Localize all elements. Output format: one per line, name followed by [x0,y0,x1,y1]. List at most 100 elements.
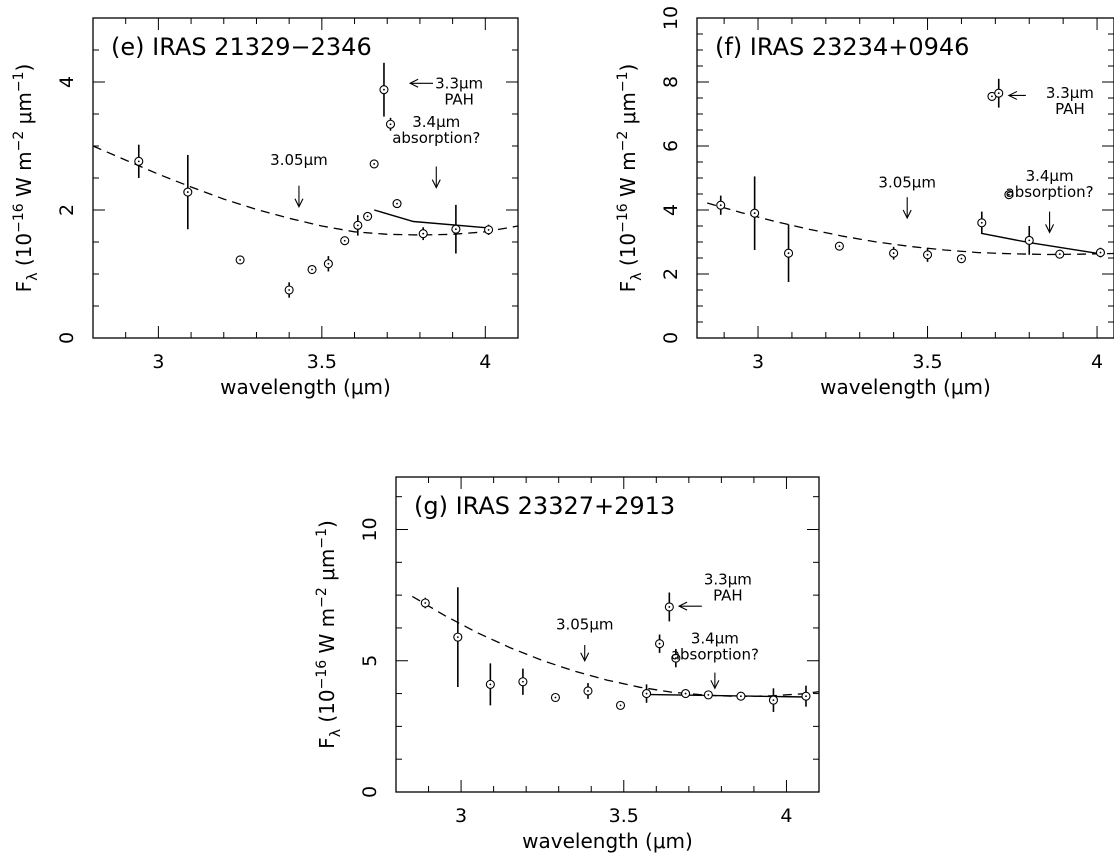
data-point-dot-f [892,252,895,255]
panel-title-f: (f) IRAS 23234+0946 [715,33,969,61]
x-tick-label-e: 4 [479,351,491,373]
panel-e: 3 3.5 4 0 2 4 wavelength (μm) Fλ (10−16 W m−2 μ… [11,17,519,399]
x-axis-label-g: wavelength (μm) [522,829,693,853]
x-tick-label-f: 3 [752,351,764,373]
data-point-dot-f [753,212,756,215]
y-axis-label-part: −2 [615,131,631,152]
y-axis-label-part: F [315,737,339,749]
x-tick-label-e: 3 [152,351,164,373]
y-axis-label-part: W m [12,151,36,203]
annotation-label-e: absorption? [392,129,480,147]
plot-frame-e [92,17,519,339]
data-point-dot-g [619,704,622,707]
y-axis-label-part: λ [25,273,41,281]
y-axis-label-part: −2 [11,131,27,152]
data-point-dot-f [991,95,993,98]
data-point-dot-e [383,88,385,91]
annotation-label-e: PAH [444,90,474,108]
y-tick-label-g: 0 [359,786,381,798]
data-point-dot-e [366,215,369,218]
annotation-label-e: 3.3μm [435,74,483,92]
x-tick-label-g: 4 [780,805,792,827]
data-point-dot-e [343,239,346,242]
data-point-dot-g [554,696,557,699]
annotation-label-g: 3.3μm [704,571,752,589]
data-point-dot-f [980,221,983,224]
data-point-dot-e [186,191,189,193]
data-point-dot-f [719,204,722,207]
y-axis-label-part: λ [328,729,344,737]
data-point-dot-e [239,259,242,261]
data-point-dot-g [772,699,775,702]
data-point-dot-g [805,695,807,698]
y-axis-label-part: −1 [615,72,631,93]
annotation-arrowhead-f [1045,224,1055,234]
data-point-dot-g [684,692,687,695]
data-point-dot-g [587,690,589,692]
y-axis-label-part: F [12,281,36,293]
y-tick-label-f: 0 [660,332,682,344]
data-point-dot-f [926,253,929,256]
data-point-dot-g [674,657,677,660]
y-axis-label-part: −1 [314,528,330,549]
data-point-dot-g [456,636,459,639]
x-tick-label-e: 3.5 [307,351,337,373]
x-axis-label-f: wavelength (μm) [820,375,991,399]
data-point-dot-e [389,123,392,126]
data-point-dot-g [489,683,492,686]
annotation-label-f: PAH [1055,100,1085,118]
data-point-dot-f [1008,193,1010,196]
y-axis-label-part: −1 [11,72,27,93]
y-axis-label-part: −16 [11,203,27,233]
data-point-dot-f [997,92,1000,95]
data-point-dot-e [288,289,291,291]
y-axis-label-part: λ [629,273,645,281]
data-point-dot-f [787,252,790,255]
y-tick-label-f: 4 [660,204,682,216]
solid-fit-line-e [374,209,489,229]
annotation-arrowhead-e [294,198,304,209]
y-axis-label-part: μm [12,92,36,131]
annotation-label-g: 3.4μm [691,630,739,648]
panel-f: 3 3.5 4 0 2 4 6 8 10 wavelength (μm) Fλ (10−16 W m… [615,6,1114,399]
annotation-label-g: 3.05μm [556,615,614,633]
y-tick-label-g: 10 [359,517,381,541]
data-point-dot-f [1028,239,1031,242]
annotation-arrowhead-g [677,601,688,611]
solid-fit-line-f [981,232,1101,255]
solid-fit-line-g [643,693,807,698]
annotation-label-e: 3.05μm [270,151,328,169]
y-axis-label-part: ) [12,64,36,72]
x-tick-label-g: 3.5 [609,805,639,827]
y-axis-label-part: W m [315,608,339,660]
y-tick-label-e: 2 [56,204,78,216]
x-tick-label-f: 3.5 [912,351,942,373]
annotation-arrowhead-g [580,652,590,662]
y-tick-label-f: 8 [660,76,682,88]
data-point-dot-f [960,257,963,260]
data-point-dot-e [487,228,490,231]
y-axis-label-part: F [616,281,640,293]
panel-title-e: (e) IRAS 21329−2346 [111,33,372,61]
data-point-dot-f [1099,251,1102,254]
data-point-dot-e [396,202,398,205]
y-axis-label-part: (10 [315,689,339,729]
y-axis-label-part: −16 [314,660,330,690]
annotation-arrowhead-f [1007,90,1018,100]
y-tick-label-e: 4 [56,76,78,88]
annotation-arrowhead-f [902,209,912,220]
data-point-dot-f [1058,253,1061,256]
data-point-dot-g [424,602,427,604]
annotation-label-g: PAH [713,587,743,605]
annotation-label-f: absorption? [1006,183,1094,201]
annotation-arrowhead-g [710,680,720,690]
plot-frame-g [395,476,820,793]
y-tick-label-g: 5 [359,655,381,667]
y-axis-label-part: μm [315,549,339,588]
y-axis-label-part: −2 [314,587,330,608]
data-point-dot-g [740,695,742,698]
data-point-dot-f [838,245,841,248]
y-axis-label-part: W m [616,151,640,203]
y-axis-label-part: (10 [12,233,36,273]
